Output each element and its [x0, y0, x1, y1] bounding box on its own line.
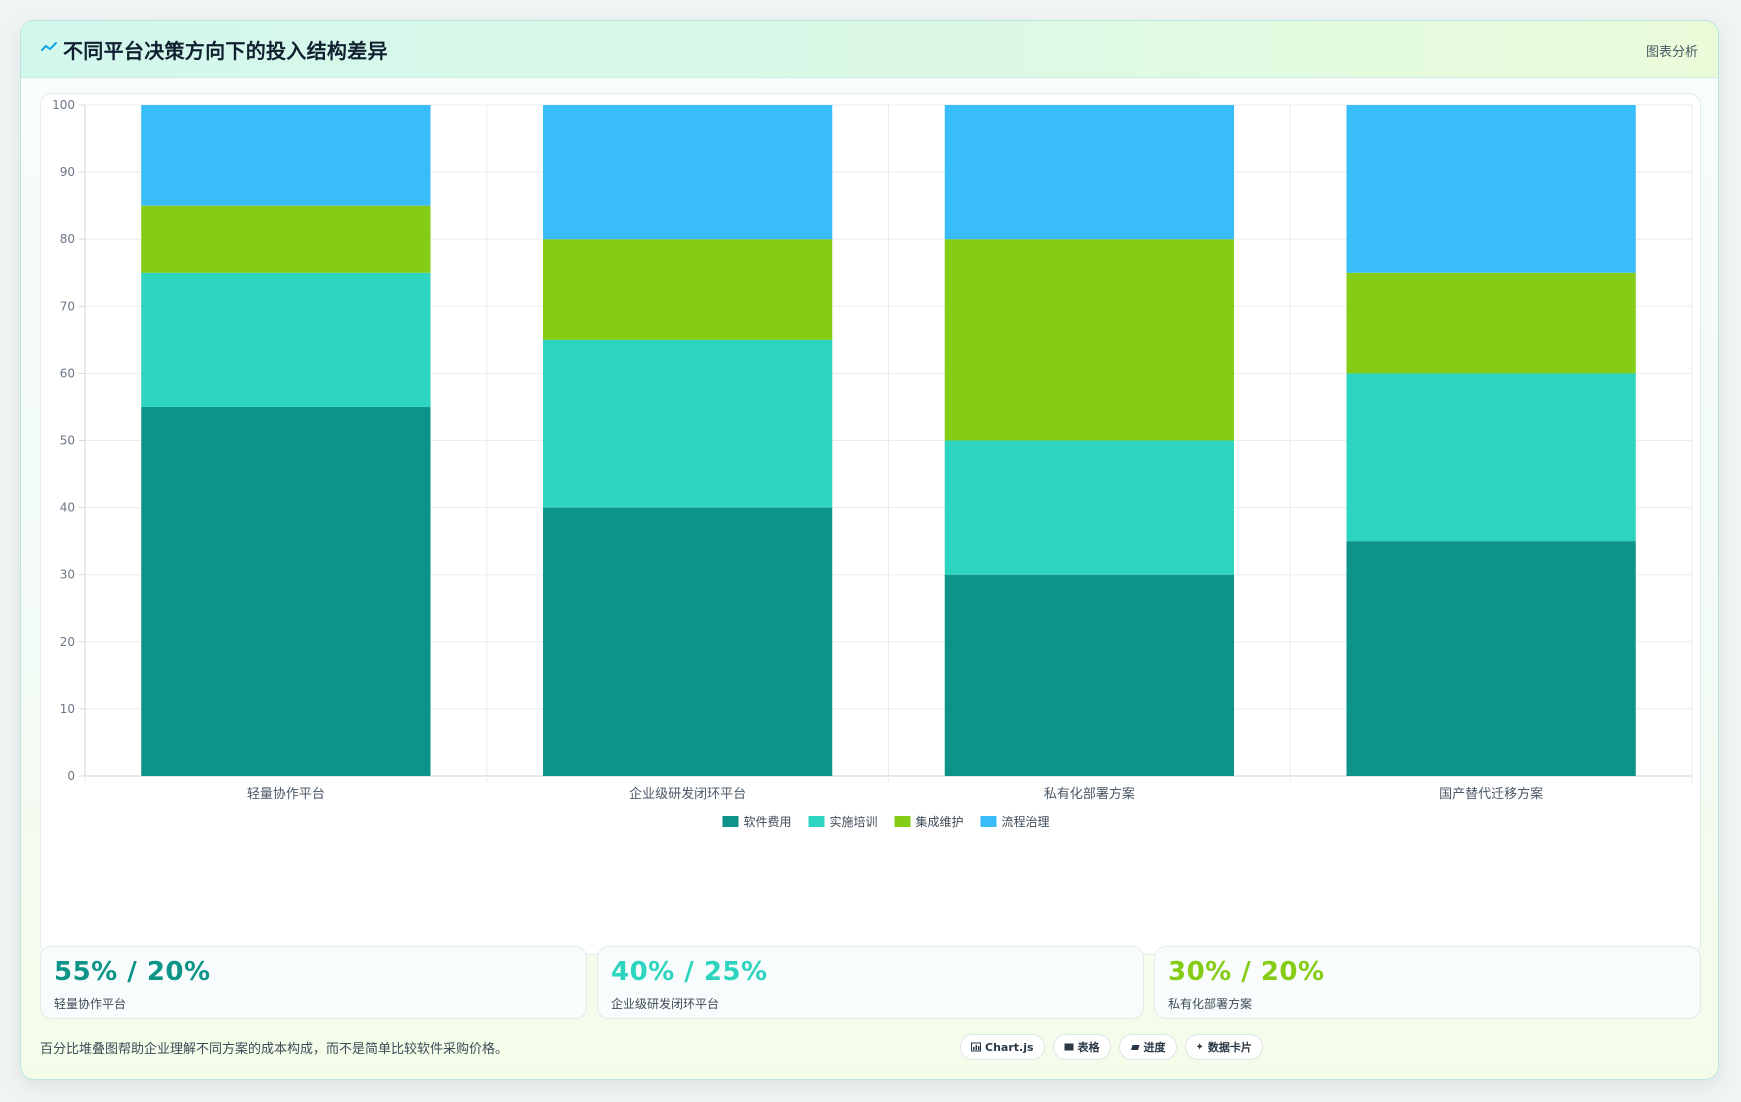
bar-segment	[542, 105, 833, 240]
bar-segment	[1346, 373, 1636, 542]
legend-label: 软件费用	[744, 815, 792, 829]
legend-swatch	[722, 816, 739, 827]
progress-icon	[1130, 1045, 1140, 1050]
pill-table[interactable]: 表格	[1052, 1034, 1111, 1060]
bar-segment	[141, 105, 431, 206]
kpi-label: 私有化部署方案	[1168, 997, 1253, 1011]
legend-label: 集成维护	[916, 814, 964, 829]
sparkle-icon: ✦	[1195, 1041, 1204, 1053]
kpi-card-3: 30% / 20% 私有化部署方案	[1154, 946, 1701, 1019]
bar-segment	[944, 440, 1235, 575]
y-tick-label: 40	[60, 501, 75, 515]
x-tick-label: 私有化部署方案	[1044, 786, 1135, 802]
legend-label: 流程治理	[1002, 814, 1050, 829]
bar-segment	[944, 105, 1235, 240]
pill-chartjs[interactable]: Chart.js	[960, 1034, 1045, 1060]
chart-icon	[971, 1042, 981, 1052]
kpi-value: 40% / 25%	[611, 957, 768, 987]
y-tick-label: 30	[60, 568, 75, 582]
y-tick-label: 60	[60, 366, 75, 380]
legend-swatch	[894, 816, 911, 827]
legend-swatch	[808, 816, 825, 827]
bar-segment	[1346, 105, 1636, 273]
x-tick-label: 企业级研发闭环平台	[629, 786, 746, 802]
kpi-card-2: 40% / 25% 企业级研发闭环平台	[597, 946, 1144, 1019]
bar-segment	[141, 406, 431, 776]
bar-segment	[141, 205, 431, 273]
pill-progress[interactable]: 进度	[1118, 1034, 1177, 1060]
trend-line-icon	[41, 42, 57, 51]
pill-label: 数据卡片	[1207, 1041, 1252, 1054]
pill-data-card[interactable]: ✦ 数据卡片	[1184, 1034, 1263, 1060]
pill-label: 进度	[1143, 1041, 1166, 1054]
stacked-bar-chart: 0 10 20 30 40 50 60 70 80 90 100 轻量协作平台 企业级研发闭环平台 私有化…	[52, 98, 1693, 829]
bar-segment	[944, 574, 1235, 776]
bar-segment	[542, 239, 833, 340]
bar-segment	[1346, 541, 1636, 776]
bar-segment	[141, 272, 431, 407]
kpi-label: 轻量协作平台	[54, 997, 127, 1011]
y-tick-label: 80	[60, 232, 75, 246]
kpi-card-1: 55% / 20% 轻量协作平台	[40, 946, 587, 1019]
chart-title: 不同平台决策方向下的投入结构差异	[63, 39, 388, 63]
tech-tags: Chart.js 表格 进度 ✦ 数据卡片	[960, 1034, 1263, 1060]
legend-label: 实施培训	[830, 814, 878, 829]
y-tick-label: 50	[60, 434, 75, 448]
table-icon	[1064, 1043, 1074, 1051]
chart-card: 不同平台决策方向下的投入结构差异 图表分析 0 10 20 30 40 50 60 70 80 9…	[20, 20, 1719, 1080]
legend-swatch	[980, 816, 997, 827]
footnote: 百分比堆叠图帮助企业理解不同方案的成本构成，而不是简单比较软件采购价格。	[40, 1042, 509, 1057]
bar-segment	[542, 339, 833, 508]
bar-segment	[542, 507, 833, 776]
y-tick-label: 20	[60, 635, 75, 649]
y-tick-label: 90	[60, 165, 75, 179]
pill-label: 表格	[1077, 1041, 1100, 1054]
card-header: 不同平台决策方向下的投入结构差异 图表分析	[21, 21, 1718, 78]
y-tick-label: 0	[67, 769, 75, 783]
bar-segment	[1346, 272, 1636, 374]
y-tick-label: 10	[60, 702, 75, 716]
y-tick-label: 70	[60, 299, 75, 313]
kpi-label: 企业级研发闭环平台	[611, 997, 720, 1011]
kpi-value: 30% / 20%	[1168, 957, 1325, 987]
x-tick-label: 轻量协作平台	[247, 787, 325, 802]
kpi-value: 55% / 20%	[54, 957, 211, 987]
pill-label: Chart.js	[985, 1040, 1034, 1054]
x-tick-label: 国产替代迁移方案	[1439, 786, 1543, 802]
bar-segment	[944, 239, 1235, 441]
chart-analysis-tag[interactable]: 图表分析	[1645, 45, 1698, 60]
chart-area: 0 10 20 30 40 50 60 70 80 90 100 轻量协作平台 企业级研发闭环平台 私有化…	[40, 93, 1701, 955]
y-tick-label: 100	[52, 98, 75, 112]
